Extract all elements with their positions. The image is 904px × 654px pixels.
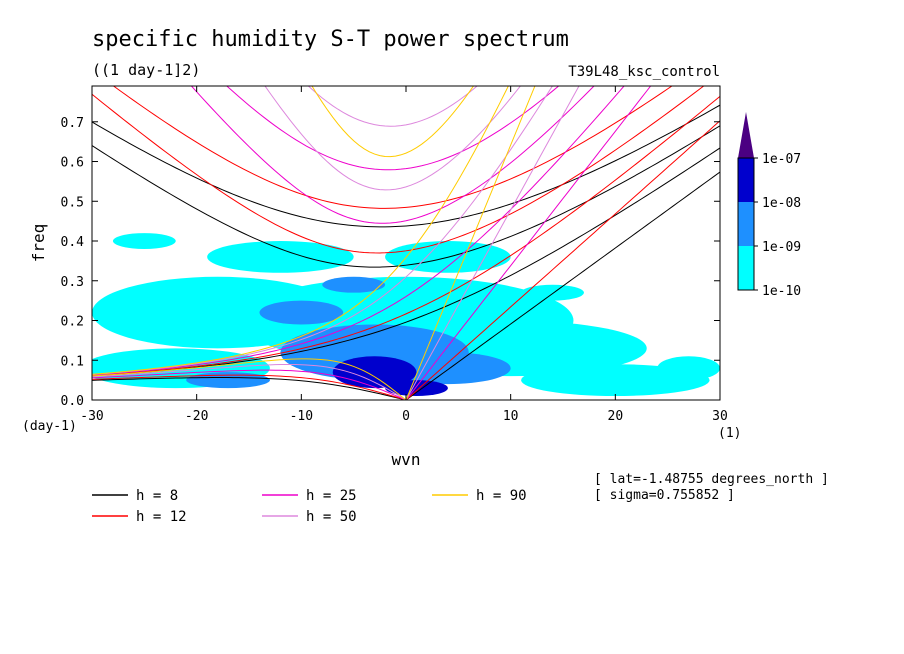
y-tick-label: 0.1 (61, 354, 84, 369)
legend: h = 8 h = 12 h = 25 h = 50 h = 90 (92, 488, 527, 525)
curve-h8-rossby (92, 377, 407, 400)
curve-h90-rossby (92, 358, 407, 400)
colorbar-arrow (738, 112, 754, 158)
dispersion-curves (92, 86, 720, 400)
colorbar-label: 1e-08 (762, 196, 801, 211)
legend-label: h = 90 (476, 488, 527, 504)
curve-h8-kelvin (405, 171, 720, 400)
x-tick-label: 20 (608, 409, 624, 424)
colorbar-label: 1e-10 (762, 284, 801, 299)
curve-h90-mrg (92, 86, 509, 375)
x-tick-label: 0 (402, 409, 410, 424)
curve-h25-rossby (92, 369, 407, 400)
colorbar-swatch (738, 158, 754, 202)
x-tick-label: 30 (712, 409, 728, 424)
curve-h12-rossby (92, 374, 407, 400)
curve-h12-ig2 (112, 86, 673, 209)
contour-patch-level-0 (112, 233, 176, 249)
colorbar-frame (737, 157, 755, 291)
contour-patch-level-0 (521, 284, 584, 301)
curve-h12-ig1 (92, 86, 705, 254)
contour-patch-level-0 (657, 356, 720, 381)
plot-area (92, 86, 720, 400)
curve-h25-kelvin (405, 86, 652, 400)
x-tick-label: -20 (185, 409, 208, 424)
y-tick-label: 0.0 (61, 394, 84, 409)
curve-h50-ig2 (307, 86, 478, 127)
y-unit-label: (day-1) (22, 419, 77, 434)
curve-h50-kelvin (405, 86, 580, 400)
colorbar-swatch (738, 202, 754, 246)
contour-patch-level-1 (322, 276, 386, 293)
colorbar-label: 1e-09 (762, 240, 801, 255)
curve-h8-ig1 (92, 125, 720, 268)
contour-patch-level-1 (259, 300, 344, 325)
y-tick-label: 0.4 (61, 235, 85, 250)
y-tick-label: 0.5 (61, 195, 84, 210)
curve-h50-rossby (92, 363, 407, 400)
run-label: T39L48_ksc_control (568, 64, 720, 80)
curve-h50-mrg (92, 86, 553, 376)
legend-label: h = 8 (136, 488, 178, 504)
x-unit-label: (1) (718, 426, 741, 441)
y-axis-label: freq (29, 224, 48, 263)
y-tick-label: 0.3 (61, 275, 84, 290)
contour-patch-level-1 (385, 352, 511, 385)
x-tick-label: 10 (503, 409, 519, 424)
legend-label: h = 12 (136, 509, 187, 525)
x-axis: -30 -20 -10 0 10 20 30 (80, 86, 728, 424)
chart-subtitle: ((1 day-1]2) (92, 61, 200, 79)
chart-title: specific humidity S-T power spectrum (92, 27, 569, 52)
x-tick-label: -10 (290, 409, 313, 424)
x-axis-label: wvn (392, 450, 421, 469)
curve-h50-ig1 (264, 86, 522, 191)
y-axis: 0.0 0.1 0.2 0.3 0.4 0.5 0.6 0.7 (61, 116, 720, 409)
sigma-annotation: [ sigma=0.755852 ] (594, 488, 735, 503)
curve-h12-mrg (92, 95, 720, 377)
curve-h90-ig1 (311, 86, 475, 158)
curve-h25-ig2 (226, 86, 560, 171)
contour-patch-level-2 (385, 380, 448, 397)
curve-h12-kelvin (405, 120, 720, 400)
y-tick-label: 0.6 (61, 156, 84, 171)
y-tick-label: 0.2 (61, 315, 84, 330)
colorbar: 1e-07 1e-08 1e-09 1e-10 (737, 112, 801, 299)
lat-annotation: [ lat=-1.48755 degrees_north ] (594, 472, 829, 487)
legend-label: h = 50 (306, 509, 357, 525)
x-tick-label: -30 (80, 409, 103, 424)
curve-h25-mrg (92, 86, 625, 376)
curve-h90-kelvin (405, 86, 536, 400)
contour-patch-level-1 (186, 372, 270, 389)
contour-patch-level-0 (207, 241, 354, 273)
y-tick-label: 0.7 (61, 116, 84, 131)
colorbar-label: 1e-07 (762, 152, 801, 167)
curve-h8-ig2 (92, 104, 720, 228)
legend-label: h = 25 (306, 488, 357, 504)
colorbar-swatch (738, 246, 754, 290)
